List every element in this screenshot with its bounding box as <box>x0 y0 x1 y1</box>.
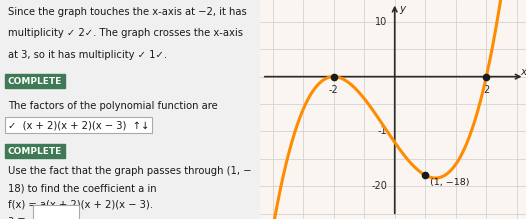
Text: Since the graph touches the x-axis at −2, it has: Since the graph touches the x-axis at −2… <box>8 7 247 17</box>
Text: The factors of the polynomial function are: The factors of the polynomial function a… <box>8 101 218 111</box>
Text: y: y <box>399 4 406 14</box>
Text: x: x <box>520 67 526 77</box>
Text: a =: a = <box>8 215 28 219</box>
Text: 18) to find the coefficient a in: 18) to find the coefficient a in <box>8 184 156 194</box>
Text: ✓  (x + 2)(x + 2)(x − 3)  ↑↓: ✓ (x + 2)(x + 2)(x − 3) ↑↓ <box>8 120 149 131</box>
Text: COMPLETE: COMPLETE <box>8 147 62 156</box>
Text: at 3, so it has multiplicity ✓ 1✓.: at 3, so it has multiplicity ✓ 1✓. <box>8 50 167 60</box>
Text: (1, −18): (1, −18) <box>430 178 469 187</box>
Text: -1: -1 <box>378 126 387 136</box>
Text: multiplicity ✓ 2✓. The graph crosses the x-axis: multiplicity ✓ 2✓. The graph crosses the… <box>8 28 243 39</box>
Text: 2: 2 <box>483 85 489 95</box>
Text: -2: -2 <box>329 85 339 95</box>
Text: f(x) = a(x + 2)(x + 2)(x − 3).: f(x) = a(x + 2)(x + 2)(x − 3). <box>8 199 153 209</box>
Text: -20: -20 <box>371 181 387 191</box>
Text: Use the fact that the graph passes through (1, −: Use the fact that the graph passes throu… <box>8 166 251 177</box>
Text: COMPLETE: COMPLETE <box>8 77 62 86</box>
Text: 10: 10 <box>375 17 387 27</box>
